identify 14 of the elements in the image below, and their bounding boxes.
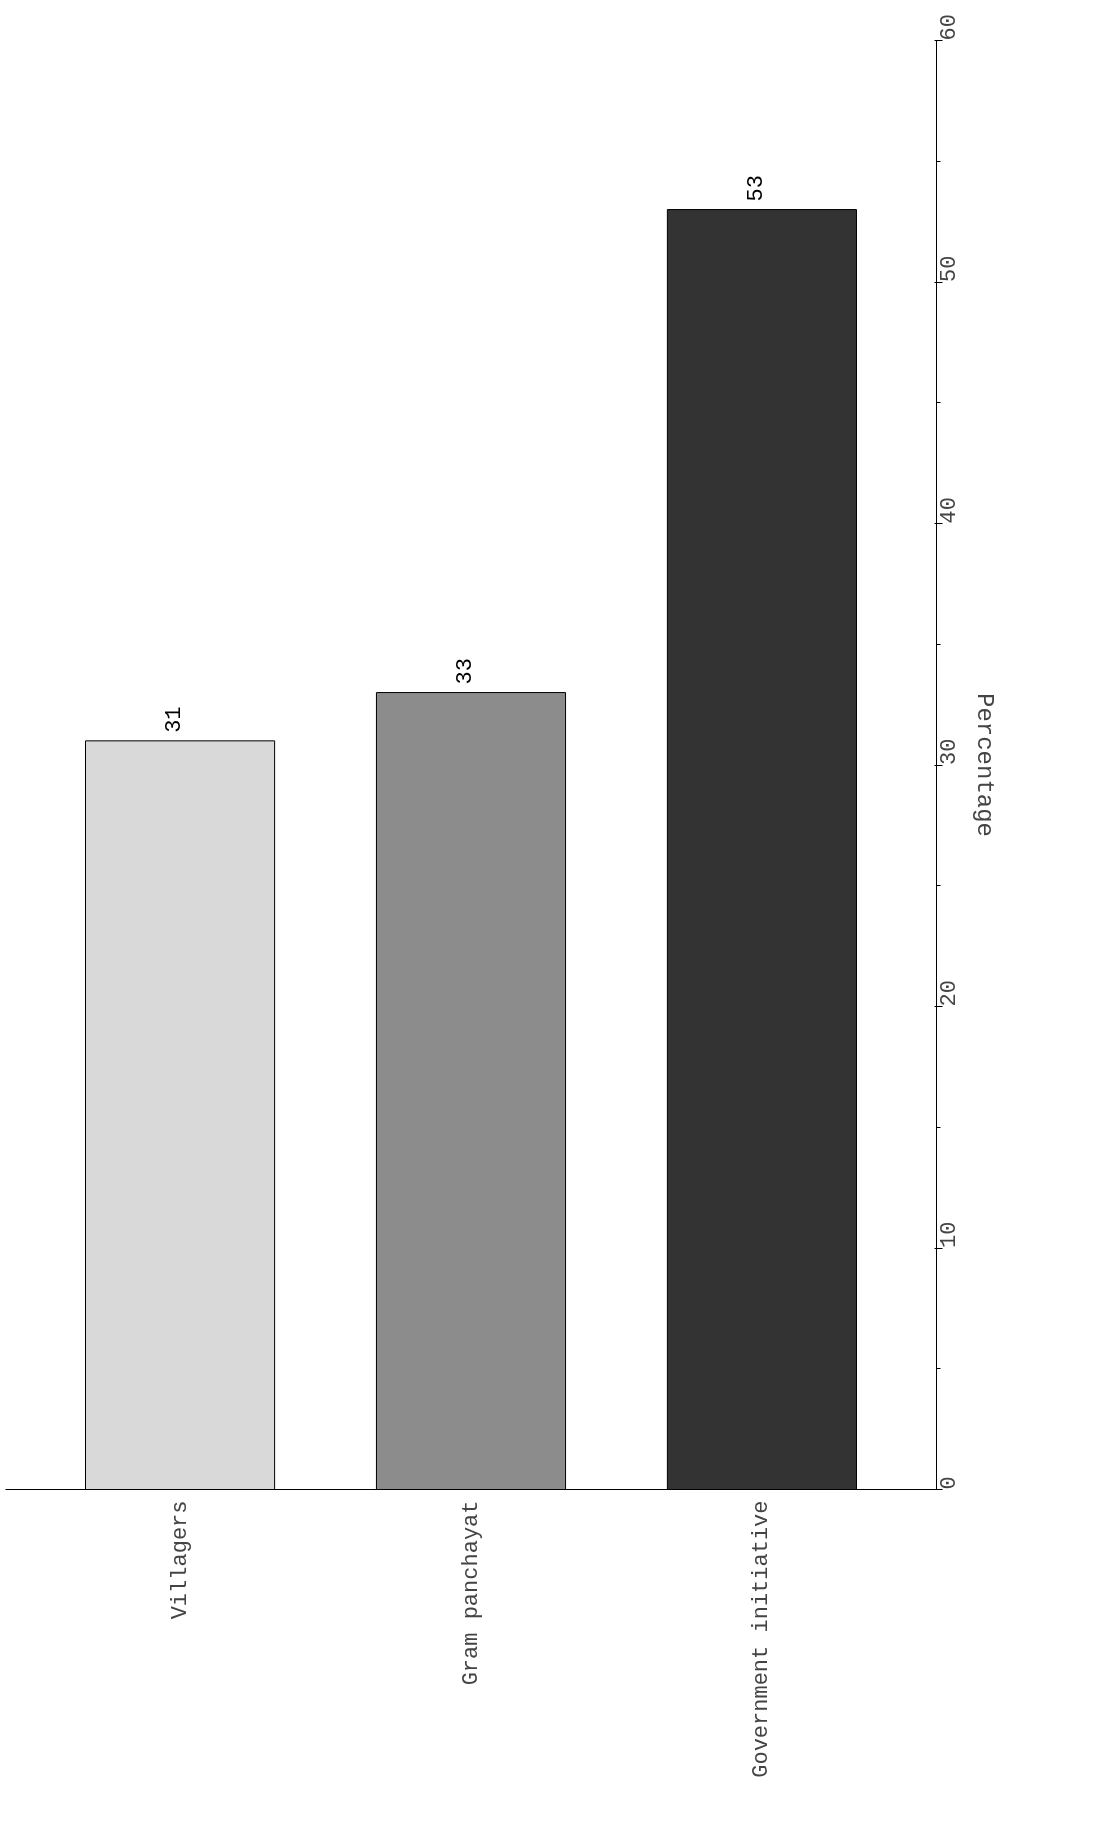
data-label: 53 [743,175,769,202]
y-tick-label: 40 [937,497,962,524]
y-axis-title: Percentage [970,692,998,838]
y-tick-label: 10 [937,1221,962,1248]
data-label: 31 [162,706,188,733]
x-tick-label: Government initiative [749,1500,775,1778]
y-tick-label: 0 [937,1476,962,1490]
x-tick-label: Villagers [167,1500,193,1620]
y-tick-label: 60 [937,14,962,41]
y-tick-label: 20 [937,980,962,1007]
y-tick-label: 30 [937,738,962,765]
y-tick-label: 50 [937,255,962,282]
x-tick-label: Gram panchayat [458,1500,484,1686]
data-label: 33 [453,658,478,685]
